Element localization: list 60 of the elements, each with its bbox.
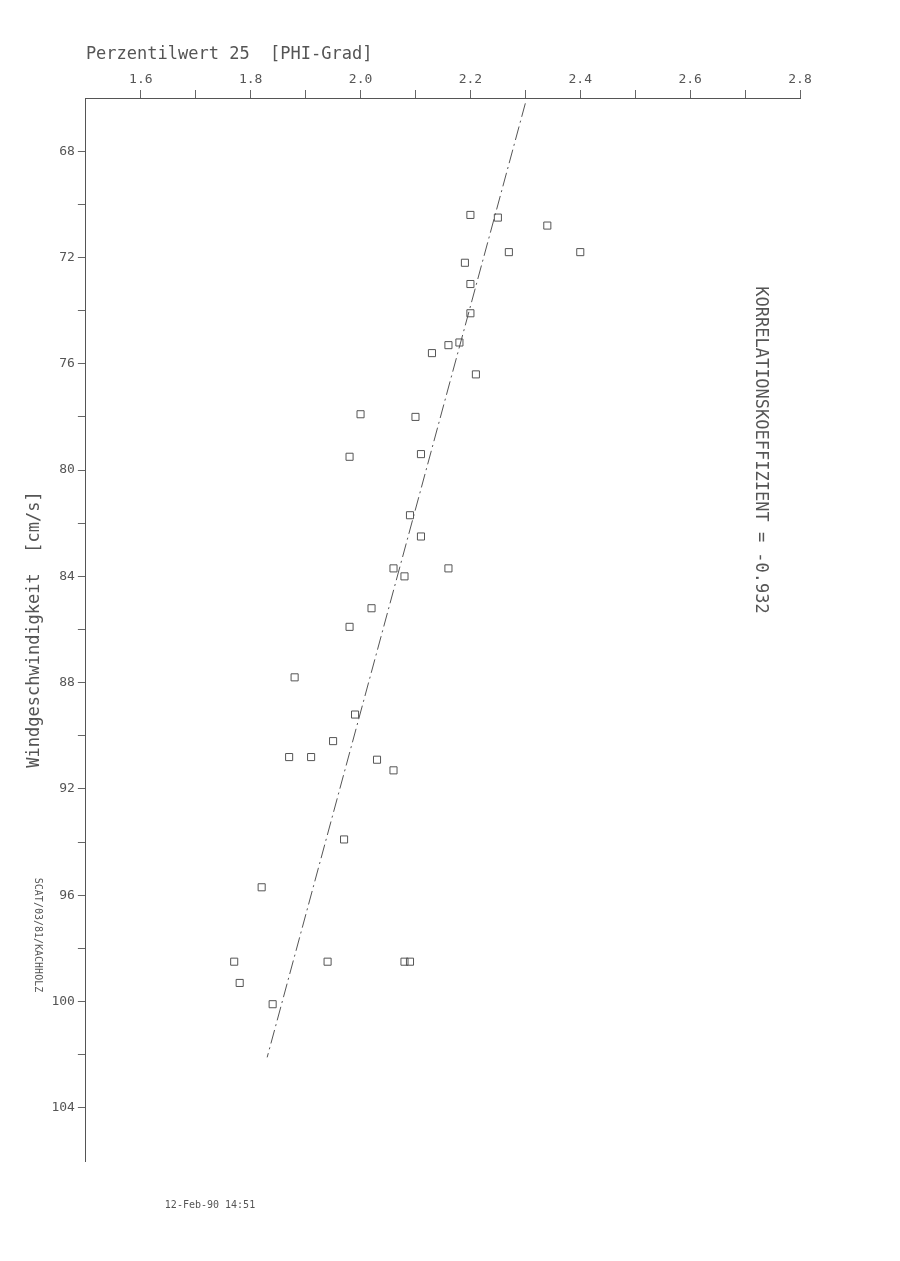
y-tick-label: 68 (59, 142, 75, 158)
point (455, 338, 464, 347)
point (230, 957, 239, 966)
y-tick-label: 84 (59, 567, 76, 583)
point (427, 349, 436, 358)
x-tick-label: 2.6 (678, 70, 702, 86)
y-axis-title: Windgeschwindigkeit [cm/s] (22, 491, 43, 768)
y-tick-label: 80 (59, 461, 75, 477)
annotation: KORRELATIONSKOEFFIZIENT = -0.932 (751, 286, 772, 614)
text: 12-Feb-90 14:51 (164, 1198, 256, 1210)
point (466, 279, 475, 289)
point (460, 258, 469, 267)
point (268, 1000, 277, 1009)
point (493, 213, 502, 222)
y-tick-label: 96 (59, 886, 75, 902)
point (576, 248, 585, 257)
y-tick-label: 88 (59, 674, 75, 690)
point (411, 412, 420, 421)
point (389, 766, 398, 775)
point (416, 532, 425, 541)
y-tick-label: 104 (51, 1099, 76, 1115)
point (329, 737, 338, 746)
point (351, 710, 360, 719)
point (416, 450, 425, 459)
point (356, 410, 365, 419)
point (405, 511, 415, 520)
x-tick-label: 1.8 (238, 70, 263, 86)
point (307, 753, 316, 762)
point (345, 622, 354, 631)
point (466, 309, 475, 318)
point (372, 755, 382, 764)
x-tick-label: 2.4 (568, 70, 593, 86)
point (367, 604, 376, 613)
point (345, 452, 354, 461)
point (235, 978, 244, 987)
point (285, 753, 294, 762)
point (444, 341, 453, 350)
point (400, 957, 409, 966)
point (257, 883, 266, 892)
x-tick-label: 1.6 (129, 70, 153, 86)
x-tick-label: 2.0 (348, 70, 373, 86)
text: SCAT/03/81/KACHHOLZ (33, 877, 45, 993)
point (290, 673, 299, 682)
y-tick-label: 76 (59, 355, 75, 371)
x-axis-title: Perzentilwert 25 [PHI-Grad] (85, 42, 373, 63)
y-tick-label: 72 (59, 248, 75, 264)
point (389, 564, 398, 573)
x-tick-label: 2.8 (788, 70, 812, 86)
point (405, 957, 415, 966)
point (400, 572, 409, 581)
x-tick-label: 2.2 (458, 70, 483, 86)
point (466, 210, 475, 219)
point (471, 370, 480, 379)
point (504, 248, 513, 257)
point (444, 564, 453, 573)
point (340, 835, 349, 844)
point (323, 957, 332, 966)
point (543, 221, 552, 230)
y-tick-label: 100 (51, 992, 75, 1008)
y-tick-label: 92 (59, 780, 75, 796)
